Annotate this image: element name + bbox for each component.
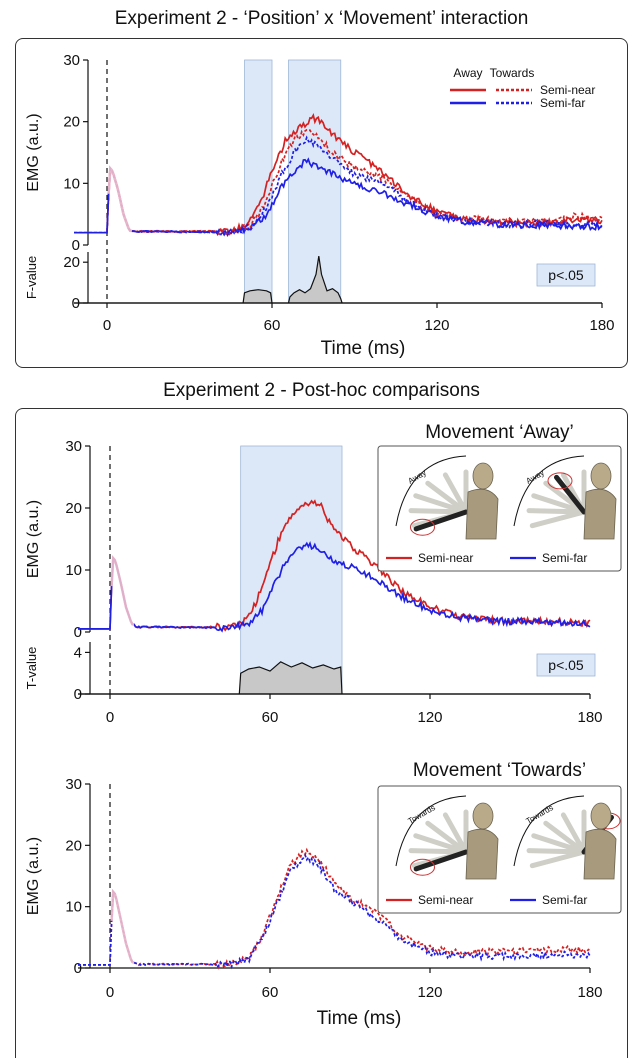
stat-axis-label-0: F-value — [24, 256, 39, 299]
inset-arm-ghost-1-0-2 — [413, 493, 469, 515]
y-tick-label-0-30: 30 — [63, 52, 80, 69]
x-axis-label-0: Time (ms) — [321, 338, 406, 359]
x-tick-label-1-120: 120 — [417, 709, 442, 726]
inset-hand-highlight-2-0 — [409, 858, 435, 876]
y-tick-label-1-20: 20 — [65, 500, 82, 517]
inset-torso-1-1 — [583, 488, 617, 540]
panel2-title: Experiment 2 - Post-hoc comparisons — [163, 380, 480, 401]
stat-area-0 — [74, 256, 602, 304]
inset-hand-highlight-1-0 — [409, 518, 435, 536]
inset-box-1 — [377, 445, 622, 572]
sig-label-box-0 — [536, 263, 596, 287]
inset-arc-2-0 — [395, 795, 467, 867]
x-tick-label-2-60: 60 — [262, 984, 279, 1001]
stat-area-1 — [78, 661, 590, 695]
inset-arm-active-1-0 — [413, 509, 469, 532]
panel2-frame — [15, 408, 628, 1058]
inset-torso-2-1 — [583, 828, 617, 880]
x-tick-label-2-180: 180 — [577, 984, 602, 1001]
y-tick-label-0-0: 0 — [72, 237, 80, 254]
y-tick-label-0-10: 10 — [63, 175, 80, 192]
y-axis-label-2: EMG (a.u.) — [25, 837, 42, 915]
panel1-frame — [15, 38, 628, 368]
x-tick-label-2-120: 120 — [417, 984, 442, 1001]
chart-title-1: Movement ‘Away’ — [425, 422, 574, 443]
series-artifact-2-1 — [110, 888, 135, 964]
inset-hand-highlight-1-1 — [547, 472, 573, 490]
inset-head-1-0 — [472, 462, 494, 490]
stat-y-tick-label-0-20: 20 — [63, 254, 80, 271]
inset-arm-active-2-0 — [413, 849, 469, 872]
y-axis-label-1: EMG (a.u.) — [25, 500, 42, 578]
series-artifact-0-3 — [107, 165, 133, 233]
inset-head-2-1 — [590, 802, 612, 830]
x-tick-label-1-180: 180 — [577, 709, 602, 726]
inset-legend-far-1: Semi-far — [542, 551, 587, 565]
series-line-2-1 — [78, 853, 591, 970]
inset-head-1-1 — [590, 462, 612, 490]
inset-torso-1-0 — [465, 488, 499, 540]
y-tick-label-2-30: 30 — [65, 776, 82, 793]
sig-window-0-1 — [288, 59, 342, 304]
inset-arm-ghost-2-0-4 — [442, 812, 469, 855]
x-tick-label-2-0: 0 — [106, 984, 114, 1001]
y-tick-label-2-10: 10 — [65, 899, 82, 916]
inset-arm-ghost-2-0-1 — [408, 848, 469, 855]
y-axis-label-0: EMG (a.u.) — [25, 113, 42, 191]
y-tick-label-2-20: 20 — [65, 837, 82, 854]
inset-arm-ghost-2-1-3 — [543, 820, 587, 855]
inset-arm-ghost-1-0-1 — [408, 508, 469, 515]
inset-arc-1-0 — [395, 455, 467, 527]
inset-arm-active-1-1 — [554, 474, 587, 515]
legend-row-label-0: Semi-near — [540, 83, 595, 97]
inset-arm-ghost-1-1-1 — [526, 508, 587, 515]
legend-row-label-1: Semi-far — [540, 96, 585, 110]
inset-arc-2-1 — [513, 795, 585, 867]
x-tick-label-0-120: 120 — [424, 317, 449, 334]
legend-header-towards: Towards — [490, 66, 535, 80]
x-tick-label-0-180: 180 — [589, 317, 614, 334]
sig-label-0: p<.05 — [548, 267, 584, 283]
inset-arm-ghost-1-0-3 — [425, 480, 469, 515]
inset-head-2-0 — [472, 802, 494, 830]
inset-arm-ghost-2-1-2 — [531, 833, 587, 855]
inset-arm-ghost-1-0-4 — [442, 472, 469, 515]
inset-arc-1-1 — [513, 455, 585, 527]
inset-box-2 — [377, 785, 622, 914]
inset-arm-ghost-2-1-1 — [526, 848, 587, 855]
inset-arm-ghost-2-1-4 — [560, 812, 587, 855]
series-artifact-1-1 — [110, 555, 135, 626]
inset-arm-ghost-2-0-3 — [425, 820, 469, 855]
chart-title-2: Movement ‘Towards’ — [413, 760, 586, 781]
stat-y-tick-label-1-4: 4 — [74, 644, 82, 661]
inset-arm-ghost-1-1-2 — [531, 493, 587, 515]
panel1-title: Experiment 2 - ‘Position’ x ‘Movement’ i… — [114, 8, 529, 29]
inset-legend-near-1: Semi-near — [418, 551, 473, 565]
sig-label-1: p<.05 — [548, 657, 584, 673]
sig-window-1-0 — [240, 445, 343, 695]
y-tick-label-0-20: 20 — [63, 114, 80, 131]
x-tick-label-0-60: 60 — [264, 317, 281, 334]
inset-torso-2-0 — [465, 828, 499, 880]
stat-axis-label-1: T-value — [24, 647, 39, 690]
y-tick-label-1-0: 0 — [74, 624, 82, 641]
x-tick-label-1-0: 0 — [106, 709, 114, 726]
sig-label-box-1 — [536, 653, 596, 677]
x-axis-label-2: Time (ms) — [317, 1008, 402, 1029]
x-tick-label-1-60: 60 — [262, 709, 279, 726]
y-tick-label-1-30: 30 — [65, 438, 82, 455]
legend-header-away: Away — [453, 66, 482, 80]
inset-legend-near-2: Semi-near — [418, 893, 473, 907]
y-tick-label-2-0: 0 — [74, 960, 82, 977]
series-line-0-3 — [74, 135, 603, 236]
y-tick-label-1-10: 10 — [65, 562, 82, 579]
stat-y-tick-label-1-0: 0 — [74, 686, 82, 703]
series-line-1-1 — [78, 540, 591, 633]
x-tick-label-0-0: 0 — [103, 317, 111, 334]
inset-arm-ghost-2-0-2 — [413, 833, 469, 855]
inset-legend-far-2: Semi-far — [542, 893, 587, 907]
